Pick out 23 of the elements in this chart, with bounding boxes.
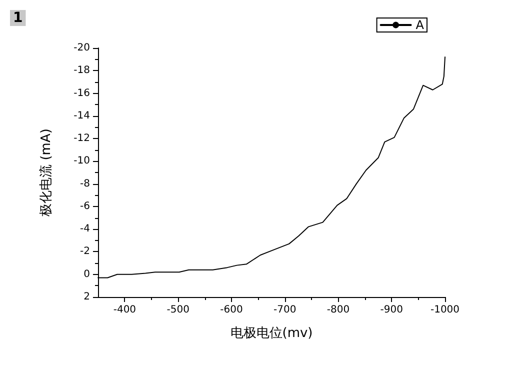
y-tick-label: -18 (74, 65, 90, 76)
x-tick-label: -400 (113, 304, 136, 316)
y-tick-label: -20 (74, 42, 90, 54)
x-tick-label: -800 (326, 304, 350, 316)
y-tick-label: -2 (80, 246, 90, 258)
y-tick-label: -16 (74, 88, 90, 99)
x-tick-label: -700 (273, 304, 296, 316)
y-tick-label: -12 (74, 133, 90, 144)
x-tick-label: -900 (380, 304, 403, 316)
legend-label: A (416, 18, 425, 32)
x-tick-label: -500 (166, 304, 190, 316)
x-tick-label: -600 (220, 304, 243, 316)
y-tick-label: -14 (74, 110, 90, 122)
y-tick-label: -4 (80, 224, 90, 235)
y-tick-label: 0 (84, 268, 90, 280)
x-tick-label: -1000 (430, 304, 460, 316)
y-tick-label: -10 (74, 156, 90, 167)
y-tick-label: -8 (80, 178, 90, 190)
y-axis-title: 极化电流 (mA) (38, 128, 54, 218)
x-axis-title: 电极电位(mv) (230, 326, 313, 341)
text: 1 (13, 10, 23, 26)
y-tick-label: -6 (80, 200, 90, 212)
y-tick-label: 2 (84, 292, 90, 302)
